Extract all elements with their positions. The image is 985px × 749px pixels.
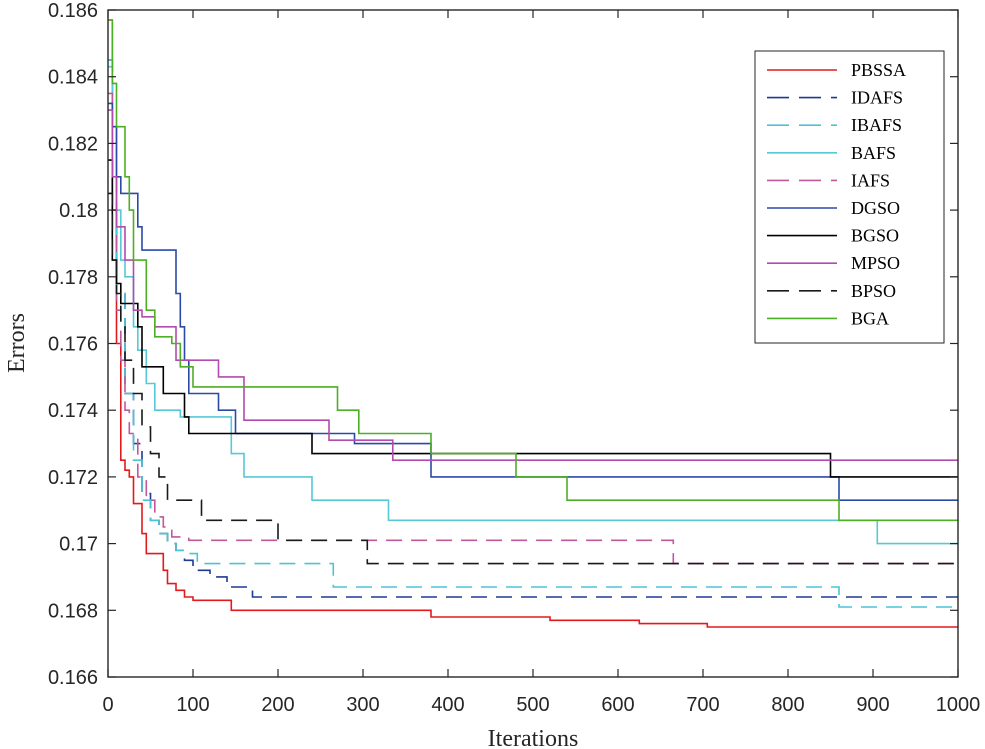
legend-label-idafs: IDAFS [851, 88, 903, 108]
x-tick-label: 200 [261, 694, 294, 716]
series-line-mpso [108, 109, 958, 461]
y-tick-label: 0.186 [48, 0, 98, 22]
series-line-ibafs [108, 59, 958, 608]
x-tick-label: 1000 [936, 694, 981, 716]
y-tick-label: 0.174 [48, 400, 98, 422]
x-tick-label: 300 [346, 694, 379, 716]
x-axis-title: Iterations [488, 726, 579, 749]
series-layer [108, 19, 958, 628]
y-tick-label: 0.18 [59, 200, 98, 222]
series-line-bgso [108, 159, 958, 478]
series-line-dgso [108, 102, 958, 501]
y-tick-label: 0.184 [48, 67, 98, 89]
legend-label-iafs: IAFS [851, 170, 890, 190]
y-tick-label: 0.166 [48, 667, 98, 689]
y-tick-label: 0.168 [48, 600, 98, 622]
legend: PBSSA IDAFS IBAFS BAFS IAFS DGSO BGSO MPSO BPSO B… [754, 50, 945, 344]
y-tick-label: 0.178 [48, 267, 98, 289]
legend-box [754, 50, 945, 344]
series-line-bga [108, 19, 958, 522]
legend-label-bafs: BAFS [851, 143, 896, 163]
x-tick-label: 400 [431, 694, 464, 716]
ticks-layer: 0 100 200 300 400 500 600 700 800 900 1000 0.166 0.1… [48, 0, 980, 716]
legend-label-bga: BGA [851, 308, 889, 328]
x-tick-label: 100 [176, 694, 209, 716]
x-tick-label: 800 [771, 694, 804, 716]
x-tick-label: 500 [516, 694, 549, 716]
x-tick-label: 900 [856, 694, 889, 716]
x-tick-label: 0 [102, 694, 113, 716]
y-tick-label: 0.17 [59, 534, 98, 556]
legend-label-pbssa: PBSSA [851, 60, 906, 80]
legend-label-dgso: DGSO [851, 198, 900, 218]
legend-label-ibafs: IBAFS [851, 115, 902, 135]
y-tick-label: 0.176 [48, 334, 98, 356]
y-axis-title: Errors [4, 313, 30, 373]
legend-label-mpso: MPSO [851, 253, 900, 273]
y-tick-label: 0.172 [48, 467, 98, 489]
x-tick-label: 700 [686, 694, 719, 716]
series-line-bpso [108, 192, 958, 565]
series-line-bafs [108, 65, 958, 545]
series-line-iafs [108, 92, 958, 565]
legend-label-bpso: BPSO [851, 281, 896, 301]
y-tick-label: 0.182 [48, 133, 98, 155]
x-tick-label: 600 [601, 694, 634, 716]
series-line-pbssa [108, 19, 958, 628]
legend-label-bgso: BGSO [851, 226, 899, 246]
